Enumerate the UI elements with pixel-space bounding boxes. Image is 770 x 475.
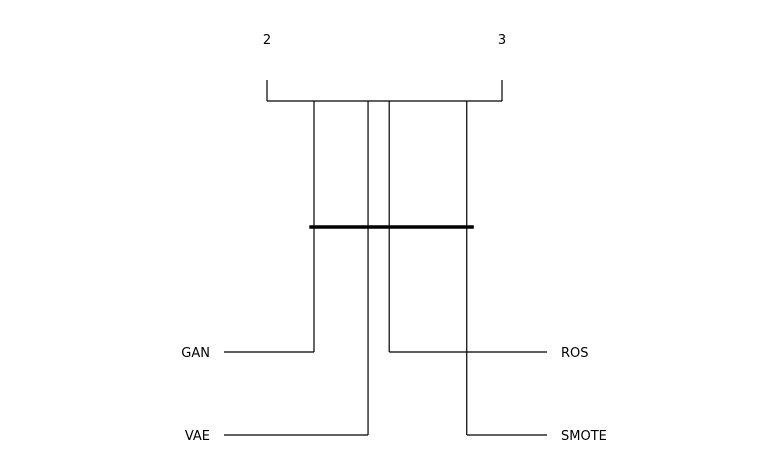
method-label: GAN — [181, 346, 210, 361]
method-connectors: GAN VAE ROS SMOTE — [181, 101, 607, 444]
axis-tick-label: 2 — [263, 33, 271, 48]
axis-tick-label: 3 — [498, 33, 506, 48]
method-label: SMOTE — [561, 429, 607, 444]
method-label: VAE — [185, 429, 210, 444]
method-label: ROS — [561, 346, 589, 361]
